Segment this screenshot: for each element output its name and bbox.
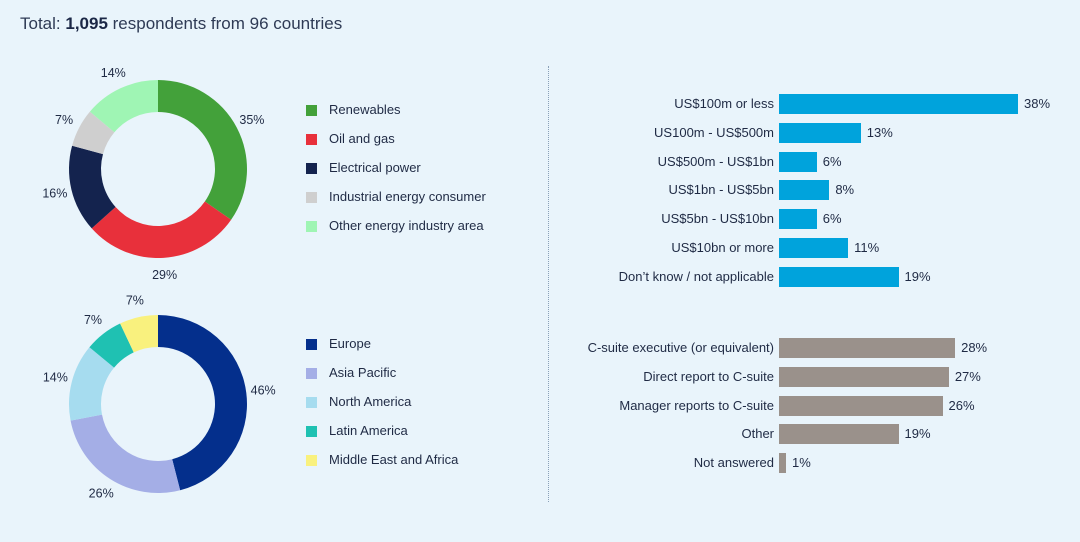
legend-label: Industrial energy consumer <box>329 189 486 204</box>
bar <box>779 122 861 143</box>
legend-label: Renewables <box>329 102 401 117</box>
donut-slice-other-energy-industry-area <box>89 80 158 133</box>
slice-label: 46% <box>251 384 276 398</box>
legend-label: North America <box>329 394 412 409</box>
slice-label: 14% <box>101 66 126 80</box>
legend-swatch <box>306 221 317 232</box>
donut-slice-north-america <box>68 347 115 421</box>
bar <box>779 151 817 172</box>
legend-swatch <box>306 339 317 350</box>
legend-label: Asia Pacific <box>329 365 397 380</box>
bar <box>779 395 943 416</box>
bar-category-label: C-suite executive (or equivalent) <box>587 340 774 355</box>
bar-category-label: US$10bn or more <box>671 240 774 255</box>
legend-swatch <box>306 368 317 379</box>
bar-category-label: Manager reports to C-suite <box>619 397 774 413</box>
legend-swatch <box>306 163 317 174</box>
slice-label: 14% <box>43 371 68 385</box>
bar <box>779 338 956 358</box>
legend-swatch <box>306 134 317 145</box>
bar-value-label: 38% <box>1024 96 1051 111</box>
respondent-count: 1,095 <box>65 14 108 33</box>
bar-row: Direct report to C-suite 27% <box>0 366 1080 387</box>
slice-label: 29% <box>152 268 177 282</box>
legend-label: Other energy industry area <box>329 218 484 233</box>
legend-swatch <box>306 397 317 408</box>
bar-value-label: 19% <box>904 426 931 442</box>
chart-header: Total: 1,095 respondents from 96 countri… <box>20 14 342 34</box>
bar-category-label: Not answered <box>693 455 774 471</box>
bar-category-label: Direct report to C-suite <box>643 368 774 384</box>
bar-value-label: 6% <box>822 211 842 227</box>
bar-row: Other 19% <box>0 424 1080 445</box>
bar-category-label: Other <box>741 426 774 442</box>
bar-value-label: 1% <box>792 455 811 471</box>
header-suffix: respondents from 96 countries <box>107 14 343 33</box>
slice-label: 7% <box>55 113 73 127</box>
slice-label: 35% <box>239 113 264 127</box>
slice-label: 7% <box>84 313 102 327</box>
bar <box>779 453 786 474</box>
donut-slice-latin-america <box>89 323 134 368</box>
bar-value-label: 26% <box>948 397 975 413</box>
bar-row: Don’t know / not applicable 19% <box>0 266 1080 287</box>
donut-slice-renewables <box>158 80 248 220</box>
slice-label: 16% <box>42 187 67 201</box>
legend-swatch <box>306 426 317 437</box>
bar-row: US$5bn - US$10bn 6% <box>0 209 1080 230</box>
slice-label: 26% <box>89 486 114 500</box>
bar <box>779 209 817 230</box>
bar-row: US$100m or less 38% <box>0 94 1080 114</box>
bar <box>779 424 899 445</box>
bar-category-label: Don’t know / not applicable <box>618 268 774 284</box>
bar <box>779 266 899 287</box>
donut-charts: 35% 29% 16% 7% 14% 46% 26% 14% 7% 7% <box>42 66 276 501</box>
bar-value-label: 27% <box>954 368 981 384</box>
bar <box>779 366 949 387</box>
donut-slice-asia-pacific <box>70 414 181 493</box>
bar-value-label: 13% <box>866 124 893 140</box>
bar-row: US$500m - US$1bn 6% <box>0 151 1080 172</box>
donut-slice-industrial-energy-consumer <box>72 111 115 155</box>
donut-slice-electrical-power <box>69 145 116 229</box>
bar-value-label: 11% <box>854 240 880 255</box>
bar-category-label: US$1bn - US$5bn <box>668 182 774 198</box>
bar-category-label: US$500m - US$1bn <box>657 153 774 169</box>
bar <box>779 94 1018 114</box>
legend-label: Electrical power <box>329 160 421 175</box>
legend-swatch <box>306 192 317 203</box>
legend-swatch <box>306 455 317 466</box>
bar-row: US$10bn or more 11% <box>0 238 1080 258</box>
bar <box>779 180 830 201</box>
bar <box>779 238 849 258</box>
bar-value-label: 19% <box>904 268 931 284</box>
donut-slice-oil-and-gas <box>91 201 232 258</box>
bar-value-label: 6% <box>822 153 842 169</box>
bar-value-label: 28% <box>961 340 988 355</box>
legend-label: Oil and gas <box>329 131 395 146</box>
bar-category-label: US$100m or less <box>674 96 774 111</box>
bar-row: C-suite executive (or equivalent) 28% <box>0 338 1080 358</box>
bar-row: US100m - US$500m 13% <box>0 122 1080 143</box>
donut-slice-europe <box>158 315 247 491</box>
legend-label: Middle East and Africa <box>329 452 459 467</box>
bar-row: US$1bn - US$5bn 8% <box>0 180 1080 201</box>
legend-swatch <box>306 105 317 116</box>
bar-category-label: US$5bn - US$10bn <box>661 211 774 227</box>
panel-divider <box>548 66 549 502</box>
header-prefix: Total: <box>20 14 66 33</box>
bar-row: Not answered 1% <box>0 453 1080 474</box>
bar-value-label: 8% <box>835 182 855 198</box>
slice-label: 7% <box>126 294 144 308</box>
bar-category-label: US100m - US$500m <box>654 124 774 140</box>
legend-label: Europe <box>329 336 371 351</box>
legend-label: Latin America <box>329 423 408 438</box>
donut-slice-middle-east-and-africa <box>120 315 158 353</box>
bar-row: Manager reports to C-suite 26% <box>0 395 1080 416</box>
